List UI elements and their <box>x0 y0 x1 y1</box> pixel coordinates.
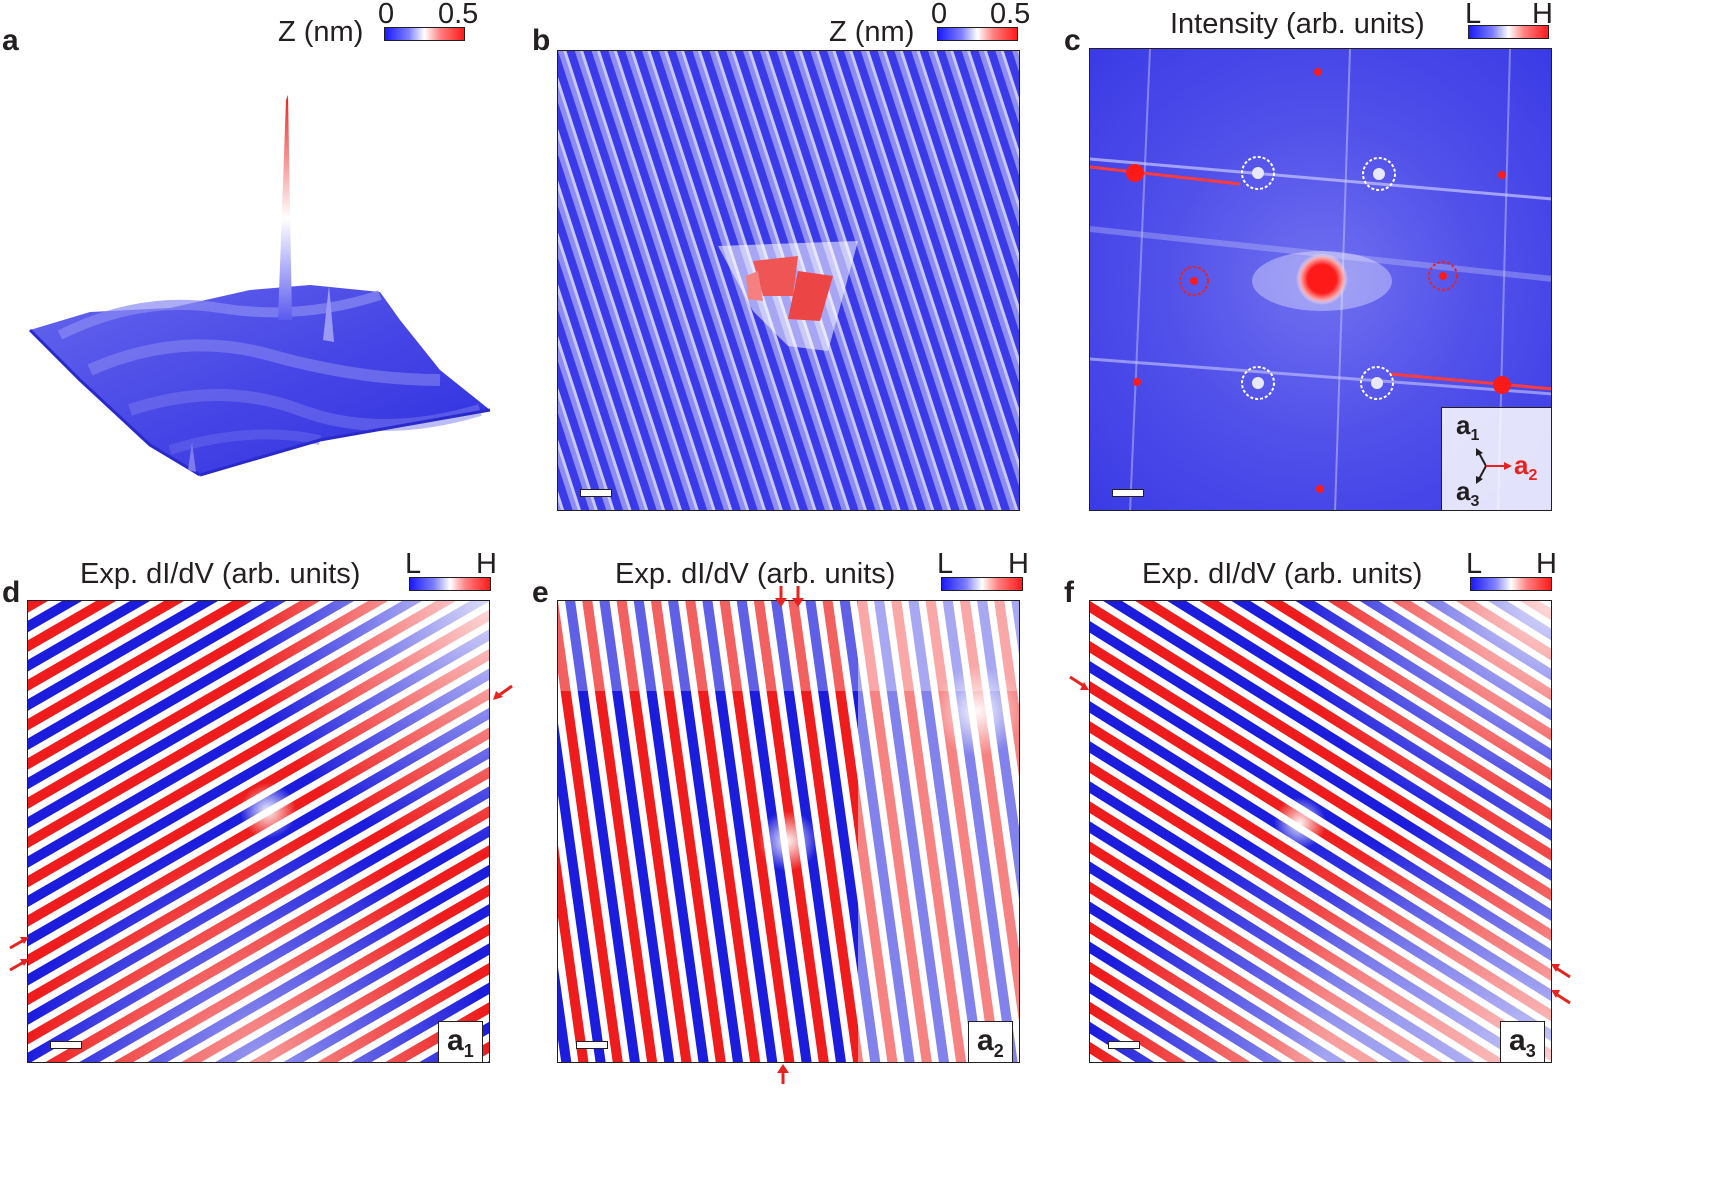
panel-e-arrow-top-2-icon <box>792 586 804 607</box>
panel-d-arrow-left-1-icon <box>9 937 29 950</box>
panel-a-3d-surface <box>28 95 491 477</box>
panel-c-fft-image: a1 a2 a3 <box>1089 48 1552 511</box>
panel-c-label: c <box>1064 24 1081 57</box>
panel-c-colorbar-max: H <box>1532 0 1553 30</box>
panel-c-colorbar-min: L <box>1465 0 1482 30</box>
panel-d-vector-label: a1 <box>438 1021 483 1062</box>
panel-f-vector-label: a3 <box>1500 1021 1545 1062</box>
inset-vector-arrows-icon <box>1476 448 1512 484</box>
panel-e-colorbar-max: H <box>1008 548 1029 580</box>
panel-e-didv-map: a2 <box>557 600 1020 1063</box>
panel-b-colorbar-title: Z (nm) <box>829 16 915 48</box>
panel-f-didv-map: a3 <box>1089 600 1552 1063</box>
panel-f-arrow-right-2-icon <box>1551 990 1571 1005</box>
inset-vector-a2: a2 <box>1514 450 1538 485</box>
panel-e-arrow-bottom-icon <box>777 1064 789 1084</box>
panel-e-arrow-top-1-icon <box>775 586 787 607</box>
panel-e-label: e <box>532 576 549 609</box>
inset-vector-a1: a1 <box>1456 410 1480 445</box>
panel-e-scale-bar <box>576 1041 608 1049</box>
panel-f-arrow-right-1-icon <box>1551 964 1571 979</box>
panel-b-label: b <box>532 24 551 57</box>
panel-d-arrow-right-icon <box>493 684 513 700</box>
panel-d-colorbar-max: H <box>476 548 497 580</box>
panel-b-colorbar-max: 0.5 <box>990 0 1031 30</box>
panel-d-colorbar-min: L <box>405 548 422 580</box>
panel-e-colorbar-title: Exp. dI/dV (arb. units) <box>615 558 896 590</box>
panel-c-lattice-vector-inset: a1 a2 a3 <box>1441 407 1551 511</box>
panel-d-arrow-left-2-icon <box>9 959 29 972</box>
panel-a-label: a <box>2 24 19 57</box>
panel-c-colorbar-title: Intensity (arb. units) <box>1170 8 1425 40</box>
panel-e-colorbar <box>941 577 1023 591</box>
panel-f-scale-bar <box>1108 1041 1140 1049</box>
panel-c-scale-bar <box>1112 489 1144 497</box>
panel-a-colorbar-min: 0 <box>378 0 395 30</box>
panel-f-colorbar <box>1470 577 1552 591</box>
panel-e-colorbar-min: L <box>937 548 954 580</box>
panel-b-colorbar-min: 0 <box>931 0 948 30</box>
panel-d-didv-map: a1 <box>27 600 490 1063</box>
panel-f-colorbar-title: Exp. dI/dV (arb. units) <box>1142 558 1423 590</box>
panel-b-scale-bar <box>580 489 612 497</box>
panel-f-colorbar-min: L <box>1466 548 1483 580</box>
panel-b-colorbar <box>937 27 1018 41</box>
panel-d-colorbar <box>409 577 491 591</box>
panel-a-colorbar-title: Z (nm) <box>278 16 364 48</box>
panel-a-colorbar <box>384 27 465 41</box>
panel-c-colorbar <box>1468 25 1549 39</box>
panel-a-colorbar-max: 0.5 <box>438 0 479 30</box>
panel-d-colorbar-title: Exp. dI/dV (arb. units) <box>80 558 361 590</box>
panel-e-vector-label: a2 <box>968 1021 1013 1062</box>
panel-f-colorbar-max: H <box>1536 548 1557 580</box>
panel-d-scale-bar <box>50 1041 82 1049</box>
inset-vector-a3: a3 <box>1456 476 1480 511</box>
panel-f-label: f <box>1064 576 1074 609</box>
panel-f-arrow-left-icon <box>1069 675 1089 690</box>
panel-b-topography-image <box>557 50 1020 511</box>
panel-d-label: d <box>2 576 21 609</box>
